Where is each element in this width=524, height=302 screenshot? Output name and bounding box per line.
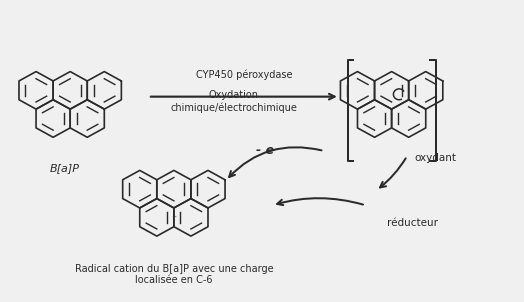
- Text: Radical cation du B[a]P avec une charge
localisée en C-6: Radical cation du B[a]P avec une charge …: [74, 264, 273, 285]
- Text: oxydant: oxydant: [414, 153, 457, 163]
- Text: réducteur: réducteur: [387, 218, 438, 228]
- Text: B[a]P: B[a]P: [50, 163, 80, 173]
- Text: $^+$: $^+$: [170, 214, 178, 223]
- Text: - e: - e: [256, 144, 274, 158]
- FancyArrowPatch shape: [277, 198, 363, 205]
- Text: Oxydation
chimique/électrochimique: Oxydation chimique/électrochimique: [170, 91, 297, 113]
- FancyArrowPatch shape: [380, 158, 406, 188]
- Text: CYP450 péroxydase: CYP450 péroxydase: [195, 69, 292, 80]
- FancyArrowPatch shape: [229, 147, 322, 177]
